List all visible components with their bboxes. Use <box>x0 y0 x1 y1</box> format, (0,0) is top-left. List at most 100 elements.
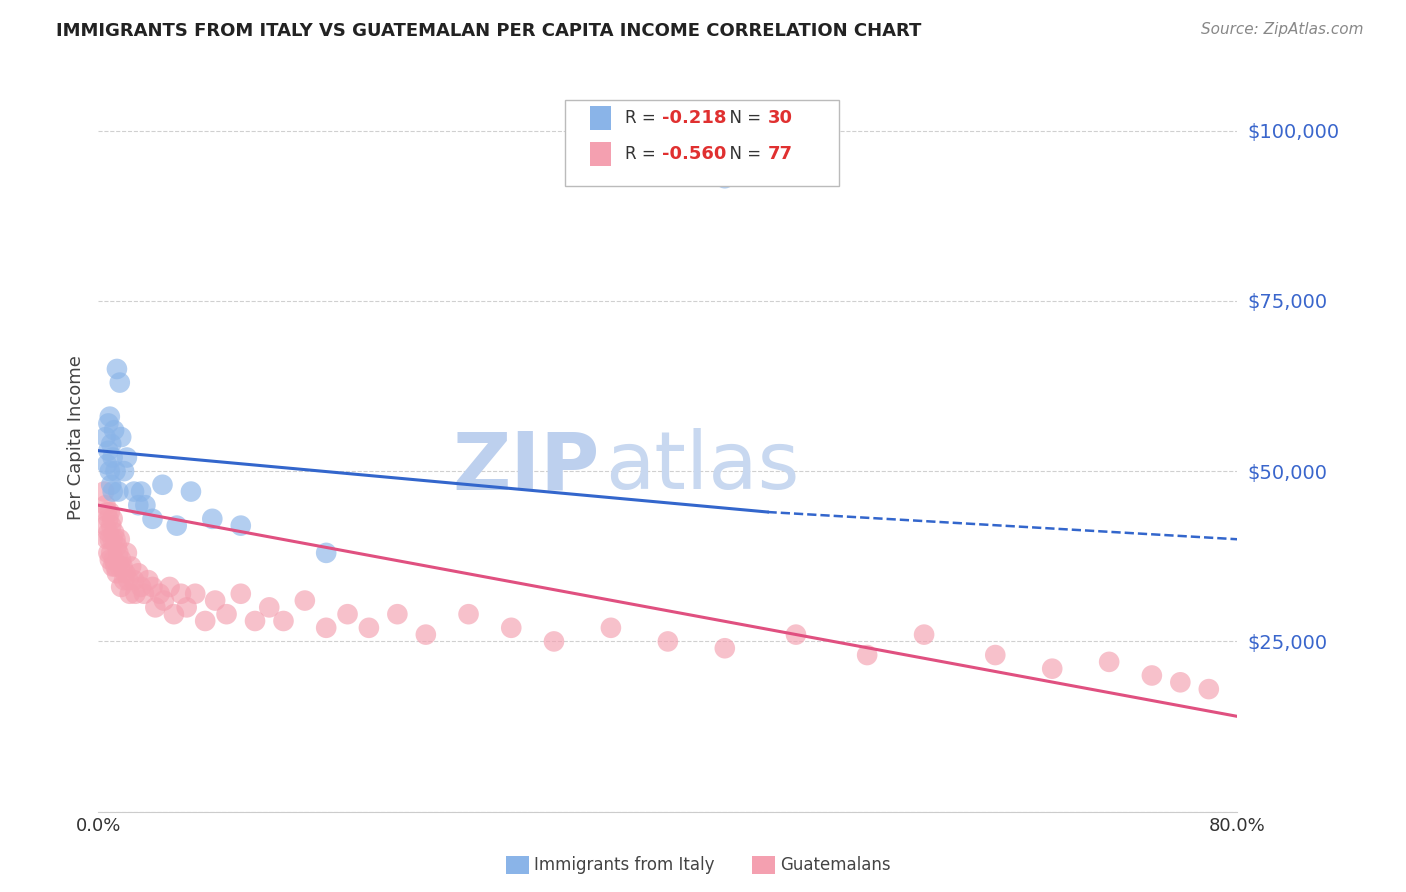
Point <box>96 458 118 472</box>
Point <box>259 600 281 615</box>
Point <box>98 533 121 547</box>
Point <box>856 648 879 662</box>
Point <box>136 573 159 587</box>
Text: IMMIGRANTS FROM ITALY VS GUATEMALAN PER CAPITA INCOME CORRELATION CHART: IMMIGRANTS FROM ITALY VS GUATEMALAN PER … <box>56 22 921 40</box>
Point <box>101 512 124 526</box>
Point <box>100 437 122 451</box>
Point <box>657 634 679 648</box>
Point <box>94 498 117 512</box>
Point <box>785 627 807 641</box>
Point <box>110 430 132 444</box>
Point <box>163 607 186 622</box>
Text: -0.560: -0.560 <box>662 145 727 162</box>
Point <box>357 621 380 635</box>
Point <box>108 533 131 547</box>
Point <box>97 525 120 540</box>
Point <box>112 573 135 587</box>
Point <box>176 600 198 615</box>
Point <box>97 417 120 431</box>
Point <box>152 477 174 491</box>
Point <box>94 430 117 444</box>
Point <box>273 614 295 628</box>
Point <box>97 443 120 458</box>
Point <box>229 518 252 533</box>
Point <box>104 533 127 547</box>
Point <box>912 627 935 641</box>
Point <box>100 518 122 533</box>
Text: Source: ZipAtlas.com: Source: ZipAtlas.com <box>1201 22 1364 37</box>
Point <box>1098 655 1121 669</box>
Point <box>149 587 172 601</box>
Point <box>1198 682 1220 697</box>
Point <box>98 409 121 424</box>
Point <box>105 362 128 376</box>
Point <box>201 512 224 526</box>
Point <box>112 464 135 478</box>
Point <box>1040 662 1063 676</box>
Point <box>315 621 337 635</box>
Point <box>243 614 266 628</box>
Text: atlas: atlas <box>605 428 800 506</box>
Point <box>108 376 131 390</box>
Point <box>94 518 117 533</box>
Text: N =: N = <box>718 145 766 162</box>
Point <box>215 607 238 622</box>
Point <box>117 573 139 587</box>
Point <box>118 587 141 601</box>
FancyBboxPatch shape <box>591 106 612 130</box>
Point <box>543 634 565 648</box>
Point <box>97 512 120 526</box>
Point <box>294 593 316 607</box>
Point <box>132 587 155 601</box>
Point <box>714 641 737 656</box>
Point <box>122 573 145 587</box>
Point <box>170 587 193 601</box>
Point <box>101 533 124 547</box>
Point <box>103 525 125 540</box>
Point <box>110 580 132 594</box>
Point <box>115 546 138 560</box>
Point <box>124 587 146 601</box>
Point <box>103 552 125 566</box>
Point <box>111 559 134 574</box>
Point <box>141 512 163 526</box>
Point <box>180 484 202 499</box>
Text: R =: R = <box>624 145 661 162</box>
Point <box>98 552 121 566</box>
Point <box>129 580 152 594</box>
Point <box>98 464 121 478</box>
Point <box>457 607 479 622</box>
Point <box>134 498 156 512</box>
Point <box>103 423 125 437</box>
Point <box>714 171 737 186</box>
Point <box>315 546 337 560</box>
Point <box>110 552 132 566</box>
Point <box>204 593 226 607</box>
Point <box>104 559 127 574</box>
Point <box>1140 668 1163 682</box>
Point <box>93 484 115 499</box>
Point <box>100 546 122 560</box>
Point <box>194 614 217 628</box>
Text: -0.218: -0.218 <box>662 109 727 128</box>
Point <box>127 566 149 581</box>
Point <box>127 498 149 512</box>
Point <box>336 607 359 622</box>
Point <box>97 546 120 560</box>
Point <box>101 559 124 574</box>
FancyBboxPatch shape <box>565 100 839 186</box>
Text: 77: 77 <box>768 145 793 162</box>
Point <box>984 648 1007 662</box>
Point <box>1170 675 1192 690</box>
Point <box>105 539 128 553</box>
Point <box>105 566 128 581</box>
Point <box>101 484 124 499</box>
Text: ZIP: ZIP <box>453 428 599 506</box>
Point <box>114 566 136 581</box>
Text: N =: N = <box>718 109 766 128</box>
Point <box>501 621 523 635</box>
Text: Guatemalans: Guatemalans <box>780 856 891 874</box>
Point <box>96 505 118 519</box>
Point <box>129 484 152 499</box>
Point <box>153 593 176 607</box>
